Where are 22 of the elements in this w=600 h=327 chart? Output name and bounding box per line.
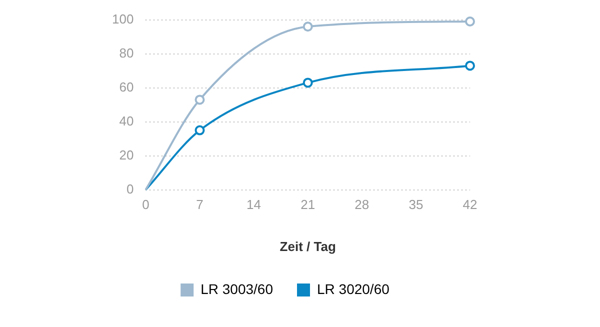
x-tick-label: 42 <box>462 197 478 212</box>
legend-label: LR 3003/60 <box>200 280 274 297</box>
x-tick-label: 35 <box>408 197 424 212</box>
point <box>465 60 475 71</box>
x-tick-label: 7 <box>196 197 204 212</box>
y-tick-label: 60 <box>119 79 134 94</box>
point <box>194 125 205 136</box>
x-tick-label: 0 <box>142 197 150 212</box>
legend-label: LR 3020/60 <box>317 280 390 297</box>
y-tick-label: 100 <box>112 11 134 26</box>
point <box>465 16 475 26</box>
y-tick-label: 40 <box>119 113 134 128</box>
y-tick-label: 80 <box>119 45 134 60</box>
y-tick-label: 20 <box>119 147 134 162</box>
point <box>194 94 205 105</box>
x-tick-label: 14 <box>246 197 262 212</box>
point <box>302 78 313 88</box>
y-tick-label: 0 <box>126 181 134 196</box>
x-tick-label: 28 <box>354 197 370 212</box>
x-axis-title: Zeit / Tag <box>280 238 336 254</box>
x-tick-label: 21 <box>300 197 316 212</box>
point <box>302 22 313 32</box>
